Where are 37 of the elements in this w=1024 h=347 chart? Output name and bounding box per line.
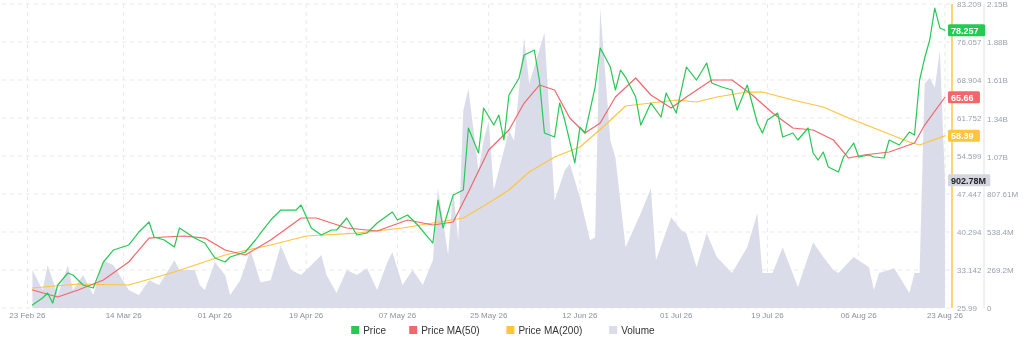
y2-tick-label: 1.61B (987, 76, 1008, 86)
y2-tick-label: 1.88B (987, 38, 1008, 48)
y-tick-label: 68.904 (957, 76, 983, 85)
x-tick-label: 25 May 26 (469, 311, 508, 320)
y-tick-label: 25.99 (957, 304, 978, 313)
legend-label: Volume (621, 325, 655, 336)
y-tick-label: 83.209 (957, 0, 983, 9)
x-tick-label: 14 Mar 26 (105, 311, 143, 320)
data-label: 902.78M (950, 175, 986, 186)
legend-label: Price MA(200) (518, 325, 583, 336)
x-tick-label: 12 Jun 26 (562, 311, 599, 320)
data-label: 65.66 (950, 92, 974, 103)
x-tick-label: 19 Jul 26 (751, 311, 785, 320)
y-tick-label: 33.142 (957, 266, 983, 275)
y-tick-label: 47.447 (957, 190, 983, 199)
y2-tick-label: 538.4M (987, 227, 1015, 237)
y-tick-label: 40.294 (957, 228, 983, 237)
x-tick-label: 01 Jul 26 (660, 311, 694, 320)
x-tick-label: 23 Aug 26 (926, 311, 964, 320)
y-tick-label: 61.752 (957, 114, 983, 123)
legend-label: Price (363, 325, 387, 336)
legend-label: Price MA(50) (421, 325, 480, 336)
data-label: 58.39 (950, 131, 974, 142)
y2-tick-label: 269.2M (987, 265, 1015, 275)
y-tick-label: 54.599 (957, 152, 983, 161)
y2-tick-label: 2.15B (987, 0, 1008, 9)
data-label: 78.257 (950, 25, 979, 36)
y-tick-label: 76.057 (957, 38, 983, 47)
x-tick-label: 23 Feb 26 (9, 311, 46, 320)
y2-tick-label: 807.61M (987, 189, 1019, 199)
x-tick-label: 06 Aug 26 (840, 311, 878, 320)
y2-tick-label: 0 (987, 304, 992, 313)
y2-tick-label: 1.34B (987, 114, 1008, 124)
x-tick-label: 01 Apr 26 (197, 311, 233, 320)
x-tick-label: 07 May 26 (378, 311, 417, 320)
x-tick-label: 19 Apr 26 (289, 311, 324, 320)
y2-tick-label: 1.07B (987, 152, 1008, 162)
